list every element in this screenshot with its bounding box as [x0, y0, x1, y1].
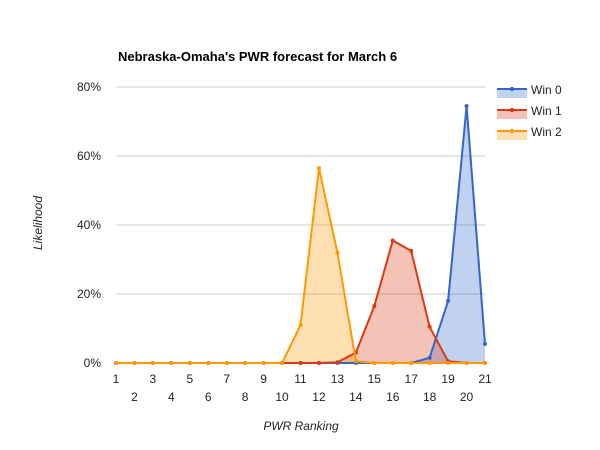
data-point [335, 360, 340, 365]
x-axis-label: PWR Ranking [263, 419, 339, 433]
x-tick-label: 6 [205, 390, 212, 404]
data-point [409, 361, 414, 365]
x-tick-label: 4 [168, 390, 175, 404]
y-tick-label: 20% [77, 287, 101, 301]
data-point [243, 361, 248, 365]
y-axis-label: Likelihood [31, 196, 45, 250]
series-areas [116, 106, 485, 363]
legend-swatch [497, 89, 527, 98]
legend-item: Win 1 [497, 104, 562, 119]
data-point [427, 361, 432, 365]
data-point [280, 361, 285, 365]
legend: Win 0 Win 1 Win 2 [497, 83, 562, 140]
legend-marker [509, 107, 515, 113]
y-tick-label: 60% [77, 149, 101, 163]
data-point [114, 361, 118, 365]
x-tick-label: 13 [331, 372, 345, 386]
x-tick-label: 19 [441, 372, 455, 386]
y-axis-ticks: 0% 20% 40% 60% 80% [77, 80, 101, 370]
data-point [372, 361, 377, 365]
data-point [187, 361, 192, 365]
y-tick-label: 80% [77, 80, 101, 94]
x-tick-label: 17 [405, 372, 419, 386]
x-tick-label: 20 [460, 390, 474, 404]
y-tick-label: 0% [84, 356, 102, 370]
x-tick-label: 21 [478, 372, 492, 386]
x-tick-label: 7 [223, 372, 230, 386]
data-point [298, 323, 303, 328]
x-tick-label: 10 [275, 390, 289, 404]
data-point [335, 250, 340, 255]
x-tick-label: 2 [131, 390, 138, 404]
data-point [261, 361, 266, 365]
data-point [353, 359, 358, 364]
series-area-win-1 [116, 240, 485, 363]
data-point [464, 103, 469, 108]
data-point [483, 361, 487, 365]
data-point [372, 304, 377, 309]
legend-swatch [497, 110, 527, 119]
chart-title: Nebraska-Omaha's PWR forecast for March … [118, 49, 397, 64]
data-point [427, 324, 432, 329]
data-point [409, 248, 414, 253]
x-tick-label: 11 [294, 372, 307, 386]
legend-marker [509, 128, 515, 134]
x-tick-label: 1 [113, 372, 120, 386]
series-area-win-0 [116, 106, 485, 363]
legend-swatch [497, 131, 527, 140]
x-axis-ticks: 1 3 5 7 9 11 13 15 17 19 212 4 6 8 10 12 14 16 18 20 [113, 372, 492, 404]
y-tick-label: 40% [77, 218, 101, 232]
x-tick-label: 18 [423, 390, 437, 404]
legend-item: Win 0 [497, 83, 562, 98]
series-win-2 [114, 166, 487, 365]
data-point [132, 361, 137, 365]
data-point [446, 298, 451, 303]
x-tick-label: 5 [186, 372, 193, 386]
x-tick-label: 12 [312, 390, 326, 404]
data-point [464, 361, 469, 365]
x-tick-label: 14 [349, 390, 363, 404]
data-point [298, 361, 303, 365]
data-point [390, 238, 395, 243]
data-point [224, 361, 229, 365]
data-point [206, 361, 211, 365]
legend-label: Win 0 [531, 83, 562, 97]
data-point [483, 342, 487, 347]
x-tick-label: 8 [242, 390, 249, 404]
legend-label: Win 2 [531, 125, 562, 139]
series-lines [114, 103, 487, 365]
data-point [150, 361, 155, 365]
legend-label: Win 1 [531, 104, 562, 118]
data-point [169, 361, 174, 365]
legend-marker [509, 86, 515, 92]
x-tick-label: 15 [368, 372, 382, 386]
legend-item: Win 2 [497, 125, 562, 140]
data-point [446, 361, 451, 365]
x-tick-label: 16 [386, 390, 400, 404]
data-point [316, 166, 321, 171]
data-point [316, 361, 321, 365]
data-point [427, 355, 432, 360]
x-tick-label: 9 [260, 372, 267, 386]
data-point [390, 361, 395, 365]
x-tick-label: 3 [150, 372, 157, 386]
